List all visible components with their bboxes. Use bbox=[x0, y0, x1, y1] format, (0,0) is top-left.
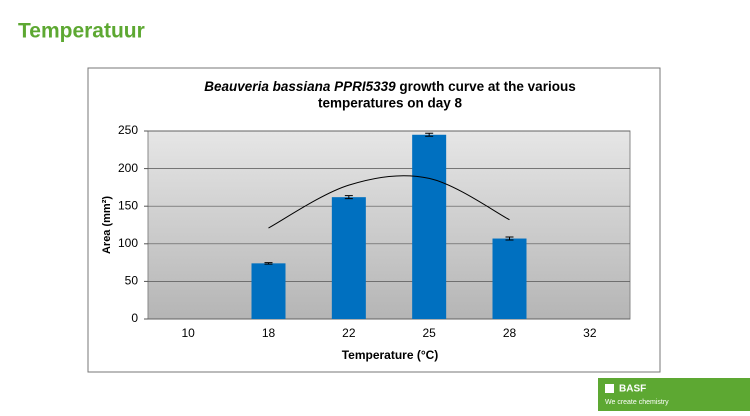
slide-title: Temperatuur bbox=[18, 20, 145, 43]
trendline bbox=[268, 175, 510, 229]
chart-title-rest: growth curve at the various bbox=[396, 79, 576, 94]
x-tick-label: 22 bbox=[342, 326, 356, 340]
chart-title: Beauveria bassiana PPRI5339 growth curve… bbox=[204, 79, 575, 94]
y-axis-label: Area (mm²) bbox=[101, 196, 113, 254]
y-tick-label: 250 bbox=[118, 123, 138, 137]
logo-name: BASF bbox=[619, 384, 646, 395]
logo-square bbox=[605, 384, 614, 393]
y-tick-label: 200 bbox=[118, 161, 138, 175]
x-tick-label: 25 bbox=[422, 326, 436, 340]
x-tick-label: 10 bbox=[181, 326, 195, 340]
bar bbox=[492, 238, 527, 319]
chart-title-italic: Beauveria bassiana PPRI5339 bbox=[204, 79, 396, 94]
bar bbox=[331, 197, 366, 319]
bar bbox=[251, 263, 286, 319]
x-tick-label: 32 bbox=[583, 326, 597, 340]
y-tick-label: 150 bbox=[118, 198, 138, 212]
y-tick-label: 0 bbox=[131, 311, 138, 325]
bar bbox=[412, 134, 447, 319]
logo-tagline: We create chemistry bbox=[605, 399, 669, 406]
plot-area bbox=[147, 130, 631, 320]
logo-box bbox=[598, 378, 750, 411]
x-axis-label: Temperature (°C) bbox=[342, 348, 439, 362]
x-tick-label: 28 bbox=[503, 326, 517, 340]
error-bar bbox=[425, 132, 434, 137]
error-bar bbox=[344, 195, 353, 200]
error-bar bbox=[264, 262, 273, 265]
x-tick-label: 18 bbox=[262, 326, 276, 340]
chart-title-line2: temperatures on day 8 bbox=[318, 96, 463, 111]
error-bar bbox=[505, 236, 514, 241]
y-tick-label: 50 bbox=[125, 274, 139, 288]
y-tick-label: 100 bbox=[118, 236, 138, 250]
